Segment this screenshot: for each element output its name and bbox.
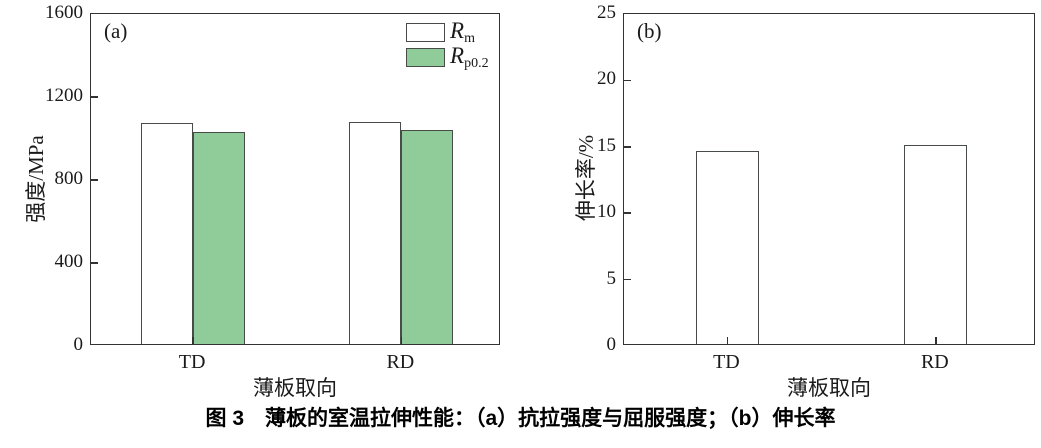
panel-label-b: (b): [637, 19, 662, 43]
y-tick-label: 0: [73, 334, 84, 355]
x-axis-tick: [935, 337, 937, 344]
bar-elongation-RD: [904, 144, 968, 344]
legend-label-Rm: Rm: [450, 18, 475, 46]
y-tick-label: 10: [597, 201, 616, 223]
bar-elongation-TD: [695, 151, 759, 344]
bar-Rm-TD: [141, 123, 194, 344]
x-axis-tick: [726, 337, 729, 344]
legend-swatch-Rp0.2: [406, 48, 445, 67]
x-tick-label-RD: RD: [386, 351, 415, 373]
x-tick-label-TD: TD: [713, 351, 740, 373]
plot-area-a: (a) Rm Rp0.2: [90, 13, 500, 345]
y-tick-label: 15: [597, 134, 616, 156]
x-axis-title-b: 薄板取向: [787, 376, 871, 400]
bar-Rp0.2-TD: [193, 132, 246, 344]
figure-caption: 图 3 薄板的室温拉伸性能：（a）抗拉强度与屈服强度；（b）伸长率: [205, 407, 836, 430]
y-axis-tick: [624, 212, 631, 214]
y-axis-tick: [91, 96, 98, 98]
y-tick-label: 1600: [45, 2, 83, 23]
x-axis-tick: [400, 337, 403, 344]
y-tick-label: 25: [597, 2, 616, 23]
y-tick-label: 0: [606, 334, 617, 355]
panel-label-a: (a): [104, 19, 128, 43]
legend-swatch-Rm: [406, 23, 445, 42]
y-tick-label: 5: [606, 267, 617, 289]
legend-item-Rp0.2: Rp0.2: [406, 43, 489, 71]
y-axis-tick: [624, 146, 631, 148]
bar-Rp0.2-RD: [401, 130, 454, 344]
y-tick-label: 800: [54, 168, 84, 189]
y-axis-tick: [91, 179, 98, 181]
x-tick-label-TD: TD: [178, 351, 206, 373]
y-axis-title-elongation: 伸长率/%: [574, 134, 598, 222]
legend: Rm Rp0.2: [406, 18, 489, 71]
legend-item-Rm: Rm: [406, 18, 489, 46]
bar-Rm-RD: [349, 121, 402, 344]
y-tick-label: 1200: [45, 85, 83, 106]
y-axis-tick: [91, 262, 98, 264]
y-tick-label: 20: [597, 68, 616, 90]
x-axis-title-a: 薄板取向: [253, 376, 337, 400]
plot-area-b: (b): [623, 13, 1035, 345]
legend-label-Rp0.2: Rp0.2: [450, 43, 489, 71]
x-tick-label-RD: RD: [920, 351, 949, 373]
y-axis-tick: [624, 79, 631, 82]
x-axis-tick: [192, 337, 194, 344]
y-axis-tick: [624, 278, 631, 281]
y-tick-label: 400: [54, 251, 84, 272]
